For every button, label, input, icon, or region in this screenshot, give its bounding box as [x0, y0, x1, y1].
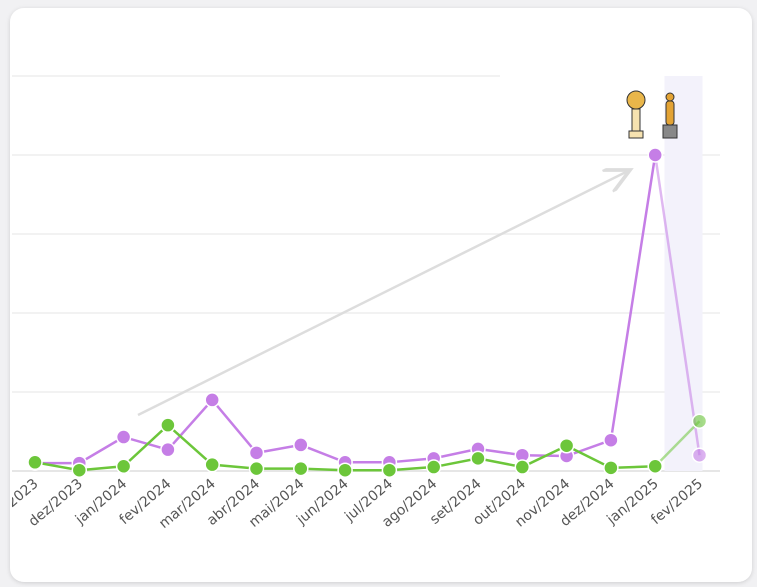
point — [603, 460, 619, 476]
point — [160, 417, 176, 433]
series-line-partial — [653, 154, 701, 456]
point — [514, 459, 531, 475]
trend-arrow — [137, 170, 630, 417]
point — [337, 462, 353, 478]
oscar-icon — [662, 92, 678, 139]
point — [647, 458, 663, 475]
point — [160, 441, 176, 458]
point — [248, 460, 265, 477]
point — [115, 429, 132, 445]
point — [691, 447, 708, 463]
point — [293, 460, 309, 477]
point — [647, 147, 663, 163]
point — [425, 459, 442, 475]
point — [470, 450, 486, 467]
point — [293, 437, 309, 453]
point — [691, 413, 708, 429]
point — [204, 392, 220, 408]
point — [204, 456, 220, 473]
point — [558, 437, 575, 454]
point — [27, 454, 43, 471]
point — [115, 458, 132, 475]
point — [71, 462, 88, 478]
point — [381, 462, 398, 478]
trophy-icon — [626, 90, 646, 139]
series-line-partial — [654, 420, 701, 468]
point — [603, 432, 619, 448]
partial-period-band — [664, 76, 703, 471]
point — [248, 445, 265, 461]
